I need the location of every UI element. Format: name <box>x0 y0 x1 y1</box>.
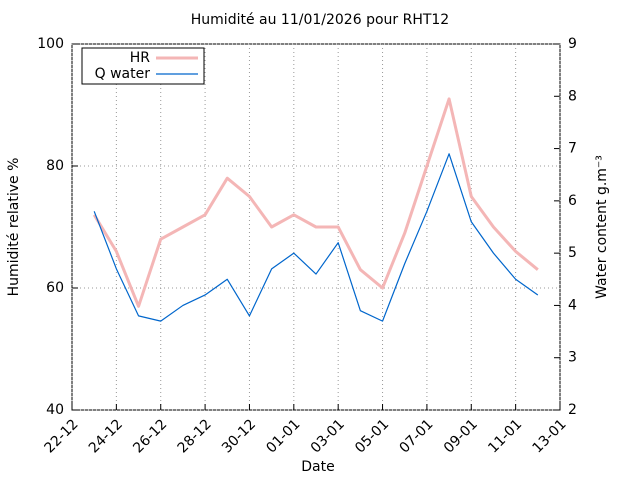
x-axis-label: Date <box>301 459 334 475</box>
x-tick-label: 22-12 <box>42 416 82 456</box>
legend-label: HR <box>130 50 151 66</box>
x-tick-label: 26-12 <box>130 416 170 456</box>
y2-tick-label: 5 <box>568 245 577 261</box>
y-tick-label: 80 <box>46 158 64 174</box>
x-tick-label: 24-12 <box>86 416 126 456</box>
x-tick-label: 11-01 <box>485 416 525 456</box>
y2-tick-label: 3 <box>568 350 577 366</box>
y2-tick-label: 6 <box>568 193 577 209</box>
y-axis-label: Humidité relative % <box>6 158 22 297</box>
y2-tick-label: 4 <box>568 297 577 313</box>
legend-label: Q water <box>95 66 151 82</box>
legend-box <box>81 47 205 85</box>
y-tick-label: 100 <box>37 36 64 52</box>
x-tick-label: 07-01 <box>396 416 436 456</box>
x-tick-label: 01-01 <box>263 416 303 456</box>
x-tick-label: 03-01 <box>308 416 348 456</box>
y2-axis-label: Water content g.m⁻³ <box>594 155 610 299</box>
x-tick-label: 28-12 <box>175 416 215 456</box>
x-tick-label: 05-01 <box>352 416 392 456</box>
x-tick-label: 30-12 <box>219 416 259 456</box>
chart-title: Humidité au 11/01/2026 pour RHT12 <box>191 12 449 28</box>
y2-tick-label: 2 <box>568 402 577 418</box>
y2-tick-label: 8 <box>568 88 577 104</box>
x-tick-label: 09-01 <box>441 416 481 456</box>
data-line <box>92 97 539 308</box>
y2-tick-label: 9 <box>568 36 577 52</box>
y-tick-label: 40 <box>46 402 64 418</box>
x-tick-label: 13-01 <box>530 416 570 456</box>
data-line <box>93 153 539 322</box>
y-tick-label: 60 <box>46 280 64 296</box>
y2-tick-label: 7 <box>568 141 577 157</box>
